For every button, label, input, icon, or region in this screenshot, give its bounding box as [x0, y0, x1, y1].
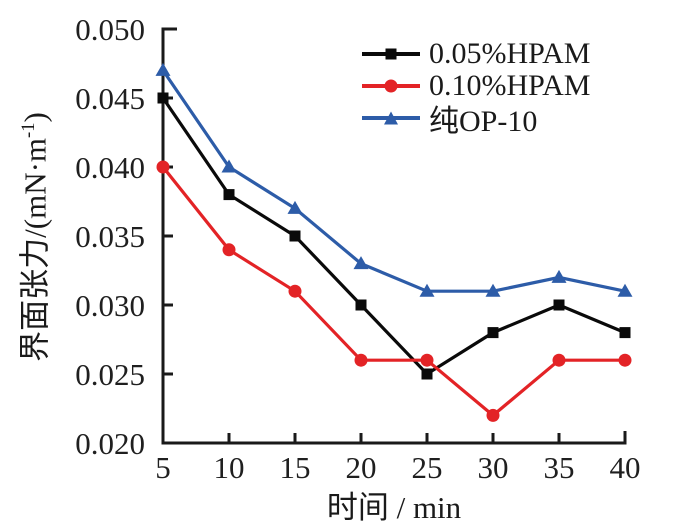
series-2-triangle-marker	[155, 62, 171, 76]
legend-line-sample	[362, 109, 420, 127]
square-marker-icon	[385, 48, 397, 60]
x-tick-label: 35	[544, 450, 575, 485]
y-axis-title-close: )	[17, 112, 53, 123]
series-line-0	[161, 97, 626, 377]
y-tick-label: 0.020	[75, 426, 145, 461]
legend-label: 0.10%HPAM	[429, 69, 591, 102]
axis-frame	[161, 27, 627, 445]
circle-marker-icon	[384, 79, 398, 93]
legend-line-sample	[362, 77, 420, 95]
series-1-circle-marker	[618, 353, 632, 367]
series-0-square-marker	[355, 299, 367, 311]
x-tick-label: 25	[412, 450, 443, 485]
series-2-triangle-marker	[485, 283, 501, 297]
series-2-triangle-marker	[287, 200, 303, 214]
x-tick-label: 30	[478, 450, 509, 485]
legend-label: 纯OP-10	[429, 105, 538, 138]
series-2-triangle-marker	[221, 159, 237, 173]
legend: 0.05%HPAM 0.10%HPAM 纯OP-10	[362, 37, 591, 138]
series-1-circle-marker	[288, 284, 302, 298]
series-1-circle-marker	[156, 160, 170, 174]
x-tick-label: 20	[346, 450, 377, 485]
legend-entry-005-hpam: 0.05%HPAM	[362, 37, 591, 70]
y-tick-label: 0.035	[75, 219, 145, 254]
series-1-circle-marker	[420, 353, 434, 367]
x-tick-label: 5	[155, 450, 171, 485]
legend-entry-010-hpam: 0.10%HPAM	[362, 69, 591, 102]
y-tick-label: 0.030	[75, 288, 145, 323]
series-0-square-marker	[421, 368, 433, 380]
series-1-circle-marker	[222, 243, 236, 257]
series-2-triangle-marker	[353, 256, 369, 270]
y-tick-label: 0.040	[75, 150, 145, 185]
series-2-triangle-marker	[617, 283, 633, 297]
series-0-square-marker	[289, 230, 301, 242]
x-tick-label: 10	[214, 450, 245, 485]
y-axis-title: 界面张力/(mN·m-1)	[8, 77, 53, 397]
series-0-square-marker	[487, 327, 499, 339]
legend-line-sample	[362, 45, 420, 63]
legend-label: 0.05%HPAM	[429, 37, 591, 70]
series-line-1	[161, 166, 625, 418]
series-2-triangle-marker	[419, 283, 435, 297]
legend-entry-pure-op10: 纯OP-10	[362, 102, 590, 138]
series-0-square-marker	[553, 299, 565, 311]
y-tick-label: 0.045	[75, 81, 145, 116]
x-tick-label: 40	[610, 450, 641, 485]
y-axis-title-text: 界面张力/(mN·m	[17, 137, 53, 362]
series-1-circle-marker	[486, 408, 500, 422]
series-0-square-marker	[223, 189, 235, 201]
x-axis-title: 时间 / min	[326, 490, 462, 525]
series-0-square-marker	[619, 327, 631, 339]
x-tick-label: 15	[280, 450, 311, 485]
series-2-triangle-marker	[551, 269, 567, 283]
y-tick-label: 0.050	[75, 12, 145, 47]
series-0-square-marker	[157, 92, 169, 104]
series-line-2	[161, 69, 626, 293]
series-1-circle-marker	[354, 353, 368, 367]
y-tick-label: 0.025	[75, 357, 145, 392]
series-1-circle-marker	[552, 353, 566, 367]
y-axis-title-superscript: -1	[18, 122, 39, 138]
triangle-marker-icon	[384, 111, 398, 125]
